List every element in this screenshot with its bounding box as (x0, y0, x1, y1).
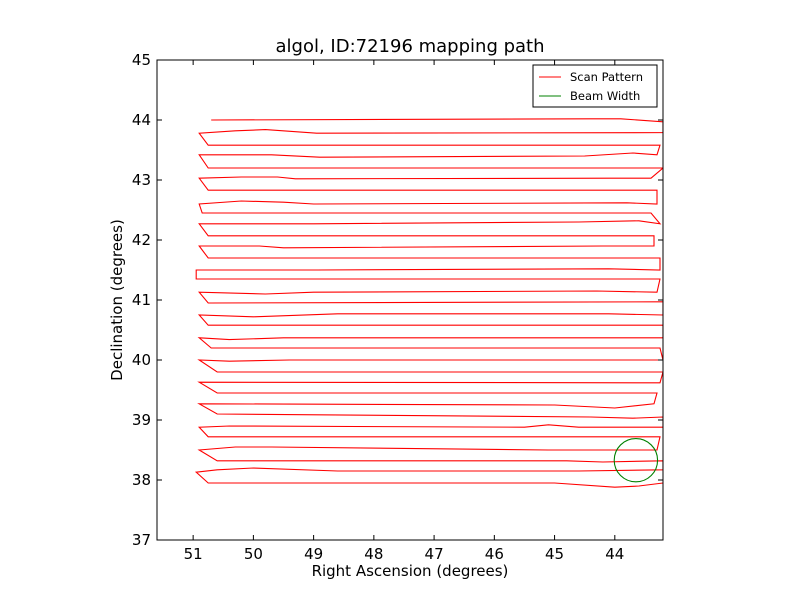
x-tick-label: 50 (244, 545, 263, 563)
y-tick-label: 37 (132, 531, 151, 549)
legend-entry-label: Scan Pattern (570, 70, 643, 84)
scan-pattern-series (194, 118, 663, 488)
chart-title: algol, ID:72196 mapping path (275, 36, 544, 57)
x-tick-label: 49 (304, 545, 323, 563)
x-tick-label: 46 (485, 545, 504, 563)
legend-box (532, 64, 658, 108)
x-tick-label: 47 (425, 545, 444, 563)
x-tick-label: 51 (184, 545, 203, 563)
legend-entry-label: Beam Width (570, 89, 640, 103)
scan-pattern-line (194, 118, 663, 488)
y-tick-label: 41 (132, 291, 151, 309)
y-tick-label: 42 (132, 231, 151, 249)
y-axis-label: Declination (degrees) (108, 219, 126, 381)
y-tick-label: 44 (132, 111, 151, 129)
y-tick-label: 45 (132, 51, 151, 69)
x-tick-label: 44 (605, 545, 624, 563)
y-tick-label: 40 (132, 351, 151, 369)
axis-ticks: 51 50 49 48 47 46 45 44 37 38 39 40 41 42 43 44 45 (132, 51, 663, 563)
y-tick-label: 39 (132, 411, 151, 429)
x-axis-label: Right Ascension (degrees) (312, 562, 509, 580)
x-tick-label: 48 (364, 545, 383, 563)
y-tick-label: 43 (132, 171, 151, 189)
beam-width-circle (613, 438, 659, 483)
y-tick-label: 38 (132, 471, 151, 489)
x-tick-label: 45 (545, 545, 564, 563)
legend: Scan Pattern Beam Width (532, 64, 658, 108)
